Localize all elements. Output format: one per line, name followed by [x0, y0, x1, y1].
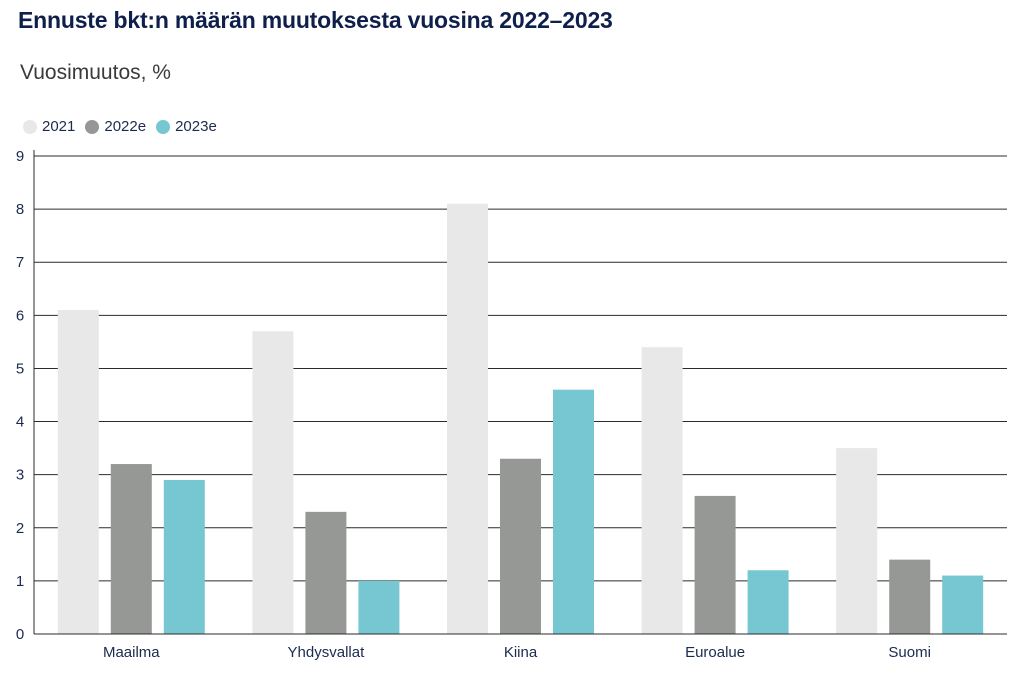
bar-kiina-2023e — [553, 389, 594, 634]
bar-suomi-2022e — [889, 559, 931, 634]
axes — [33, 150, 1007, 635]
legend-swatch-2022e — [85, 119, 100, 134]
y-tick-label: 8 — [16, 201, 24, 218]
y-tick-label: 0 — [16, 626, 24, 643]
x-category-label: Yhdysvallat — [288, 644, 366, 661]
bar-maailma-2022e — [110, 464, 152, 634]
bar-kiina-2022e — [500, 458, 541, 634]
x-category-label: Suomi — [888, 644, 931, 661]
x-category-labels: Maailma Yhdysvallat Kiina Euroalue Suomi — [103, 644, 931, 661]
y-tick-label: 7 — [16, 254, 24, 271]
y-tick-label: 4 — [16, 414, 24, 431]
y-tick-labels: 0 1 2 3 4 5 6 7 8 9 — [16, 148, 24, 643]
bar-maailma-2021 — [57, 310, 99, 634]
y-tick-label: 3 — [16, 467, 24, 484]
legend-item-2023e: 2023e — [156, 118, 217, 135]
x-category-label: Maailma — [103, 644, 160, 661]
legend-swatch-2023e — [156, 119, 171, 134]
bar-yhdysvallat-2021 — [252, 331, 294, 634]
bar-euroalue-2023e — [747, 570, 789, 634]
y-tick-label: 6 — [16, 307, 24, 324]
bar-maailma-2023e — [163, 479, 205, 634]
chart-title: Ennuste bkt:n määrän muutoksesta vuosina… — [18, 7, 613, 33]
x-category-label: Kiina — [504, 644, 538, 661]
legend-label-2022e: 2022e — [104, 118, 147, 135]
chart-legend: 2021 2022e 2023e — [23, 118, 227, 135]
bar-suomi-2021 — [836, 448, 878, 634]
legend-label-2023e: 2023e — [175, 118, 217, 135]
y-tick-label: 2 — [16, 520, 24, 537]
y-tick-label: 5 — [16, 360, 24, 377]
bar-yhdysvallat-2022e — [305, 511, 347, 634]
legend-label-2021: 2021 — [42, 118, 76, 135]
bar-euroalue-2021 — [641, 347, 683, 634]
x-category-label: Euroalue — [685, 644, 745, 661]
bars — [57, 203, 984, 635]
bar-yhdysvallat-2023e — [358, 580, 400, 634]
bar-kiina-2021 — [447, 203, 488, 635]
legend-item-2021: 2021 — [23, 118, 75, 135]
legend-swatch-2021 — [23, 119, 37, 134]
bar-suomi-2023e — [942, 575, 984, 634]
y-tick-label: 9 — [16, 148, 24, 165]
legend-item-2022e: 2022e — [85, 118, 146, 135]
bar-euroalue-2022e — [694, 495, 736, 634]
chart-subtitle: Vuosimuutos, % — [20, 61, 171, 84]
y-tick-label: 1 — [16, 573, 24, 590]
